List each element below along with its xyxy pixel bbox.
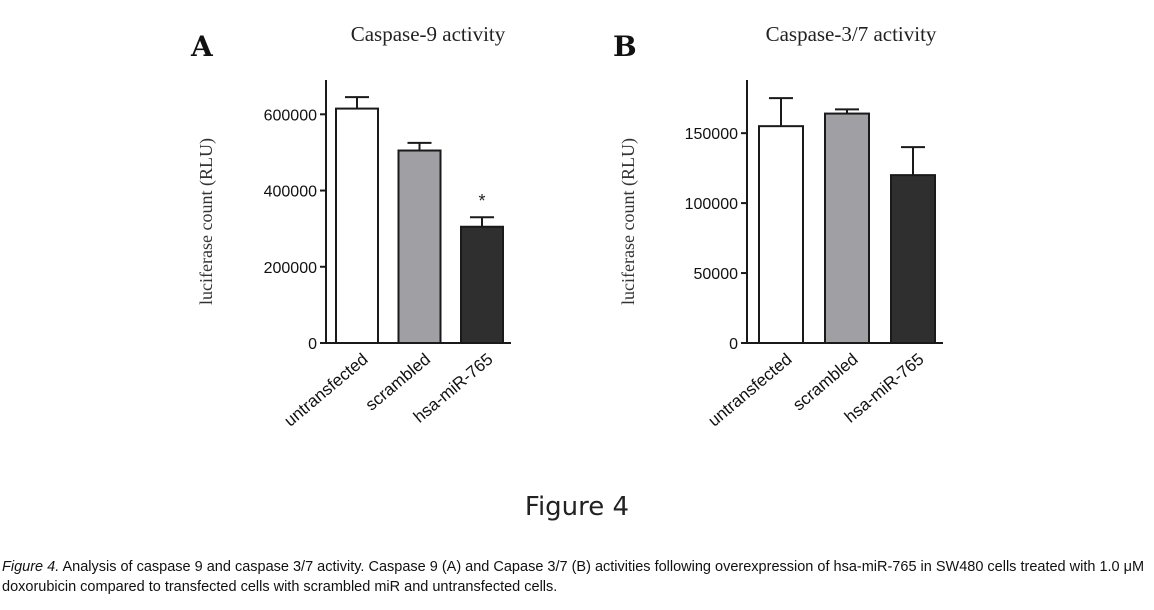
y-tick-label: 600000 — [264, 107, 317, 124]
x-tick-label: untransfected — [704, 350, 795, 431]
y-tick-label: 400000 — [264, 184, 317, 201]
significance-marker: * — [478, 191, 485, 211]
figure-label: Figure 4 — [524, 492, 630, 522]
y-tick-label: 0 — [308, 336, 317, 353]
bar-untransfected — [335, 107, 379, 344]
bar-untransfected — [758, 125, 804, 345]
chart-title: Caspase-3/7 activity — [766, 22, 937, 46]
caption-lead: Figure 4. — [2, 559, 60, 575]
y-axis-label: luciferase count (RLU) — [196, 138, 217, 305]
y-tick-label: 200000 — [264, 260, 317, 277]
bar-hsa-miR-765 — [460, 225, 504, 345]
y-tick-label: 150000 — [685, 126, 738, 143]
chart-panel-b: B Caspase-3/7 activity luciferase count (R… — [613, 22, 943, 430]
y-tick-label: 100000 — [685, 196, 738, 213]
panel-letter: A — [190, 30, 214, 63]
x-tick-label: untransfected — [280, 350, 371, 431]
chart-panel-a: A Caspase-9 activity luciferase count (RLU… — [190, 22, 511, 430]
y-axis-label: luciferase count (RLU) — [618, 138, 639, 305]
bar-scrambled — [824, 112, 870, 345]
caption-text: Analysis of caspase 9 and caspase 3/7 ac… — [2, 559, 1145, 595]
y-tick-label: 50000 — [694, 266, 739, 283]
y-tick-label: 0 — [729, 336, 738, 353]
bar-scrambled — [397, 149, 442, 344]
figure-caption: Figure 4. Analysis of caspase 9 and casp… — [2, 557, 1152, 597]
bar-hsa-miR-765 — [890, 174, 936, 344]
chart-title: Caspase-9 activity — [351, 22, 506, 46]
panel-letter: B — [613, 30, 637, 63]
